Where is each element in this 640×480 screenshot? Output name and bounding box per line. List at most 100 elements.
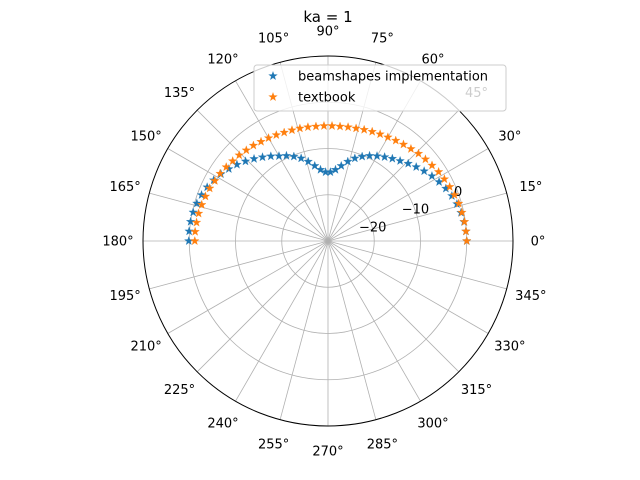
- data-point: [190, 236, 200, 246]
- angle-tick-label: 255°: [258, 437, 289, 452]
- angle-tick-label: 165°: [109, 180, 140, 195]
- data-point: [403, 158, 413, 168]
- radial-tick-labels: −20 −10 0: [359, 185, 462, 235]
- data-point: [433, 166, 444, 176]
- data-point: [343, 156, 353, 166]
- data-point: [336, 160, 346, 170]
- data-point: [192, 198, 202, 208]
- data-point: [411, 162, 421, 171]
- legend-label: textbook: [298, 91, 356, 106]
- data-point: [372, 151, 382, 161]
- data-point: [387, 153, 398, 163]
- angle-tick-label: 90°: [316, 25, 339, 40]
- data-point: [271, 130, 282, 140]
- data-point: [413, 148, 424, 158]
- data-point: [444, 181, 455, 191]
- angle-tick-label: 240°: [207, 416, 238, 431]
- data-point: [200, 191, 211, 201]
- angle-tick-label: 180°: [102, 235, 133, 250]
- polar-grid: [142, 55, 514, 427]
- data-point: [240, 156, 251, 166]
- data-point: [351, 123, 361, 133]
- polar-frame: [142, 55, 514, 427]
- radial-gridline: [281, 194, 375, 288]
- data-point: [193, 208, 204, 218]
- data-point: [295, 123, 305, 133]
- data-point: [457, 207, 467, 217]
- radial-tick-label: −20: [359, 220, 386, 235]
- data-point: [210, 175, 220, 185]
- data-point: [395, 155, 405, 165]
- data-point: [296, 153, 306, 163]
- data-point: [266, 151, 276, 161]
- data-point: [330, 164, 341, 174]
- data-point: [263, 133, 274, 143]
- angle-tick-label: 0°: [531, 235, 546, 250]
- data-point: [420, 154, 431, 164]
- data-point: [398, 139, 409, 149]
- data-point: [375, 129, 385, 139]
- angle-tick-label: 225°: [164, 383, 195, 398]
- angle-tick-label: 120°: [207, 53, 238, 68]
- data-point: [319, 120, 329, 130]
- data-point: [379, 152, 390, 162]
- angle-tick-label: 135°: [164, 86, 195, 101]
- angle-tick-labels: 0°15°30°45°60°75°90°105°120°135°150°165°…: [102, 25, 546, 460]
- data-series: [184, 120, 472, 246]
- angle-tick-label: 300°: [417, 416, 448, 431]
- angle-tick-label: 210°: [130, 340, 161, 355]
- data-point: [190, 226, 200, 236]
- radial-gridline: [235, 148, 421, 334]
- data-point: [364, 150, 375, 160]
- data-point: [427, 171, 437, 181]
- data-point: [274, 151, 284, 161]
- legend-marker: [268, 92, 278, 102]
- data-point: [427, 160, 437, 170]
- data-point: [357, 151, 367, 161]
- data-point: [185, 216, 196, 226]
- data-point: [257, 152, 268, 162]
- angle-tick-label: 15°: [519, 180, 542, 195]
- data-point: [311, 121, 321, 131]
- data-point: [221, 162, 231, 172]
- data-point: [279, 127, 289, 137]
- data-point: [303, 122, 313, 132]
- angle-tick-label: 195°: [109, 289, 140, 304]
- angle-tick-label: 315°: [461, 383, 492, 398]
- data-point: [281, 150, 292, 160]
- data-point: [391, 135, 401, 145]
- data-point: [248, 140, 259, 150]
- legend: beamshapes implementation textbook: [253, 64, 507, 112]
- data-point: [227, 156, 238, 166]
- data-point: [335, 121, 345, 131]
- data-point: [343, 122, 353, 132]
- data-point: [234, 150, 244, 160]
- data-point: [367, 126, 377, 136]
- data-point: [315, 164, 326, 174]
- data-point: [383, 132, 393, 142]
- radial-tick-label: 0: [454, 185, 462, 200]
- angle-tick-label: 75°: [371, 32, 394, 47]
- legend-marker: [268, 71, 278, 81]
- radial-tick-label: −10: [402, 203, 429, 218]
- legend-label: beamshapes implementation: [298, 70, 488, 85]
- legend-box: [253, 64, 507, 112]
- angle-tick-label: 60°: [421, 53, 444, 68]
- data-point: [453, 198, 464, 208]
- angle-tick-label: 345°: [515, 289, 546, 304]
- data-point: [449, 190, 460, 199]
- data-point: [310, 160, 320, 170]
- data-point: [406, 143, 416, 153]
- angle-tick-label: 30°: [498, 130, 521, 145]
- angle-tick-label: 105°: [258, 32, 289, 47]
- series-2: [190, 120, 472, 246]
- data-point: [249, 153, 259, 163]
- data-point: [184, 226, 194, 236]
- data-point: [256, 136, 266, 146]
- data-point: [439, 174, 450, 184]
- data-point: [327, 120, 337, 130]
- data-point: [350, 153, 360, 163]
- data-point: [303, 156, 313, 166]
- angle-tick-label: 330°: [494, 340, 525, 355]
